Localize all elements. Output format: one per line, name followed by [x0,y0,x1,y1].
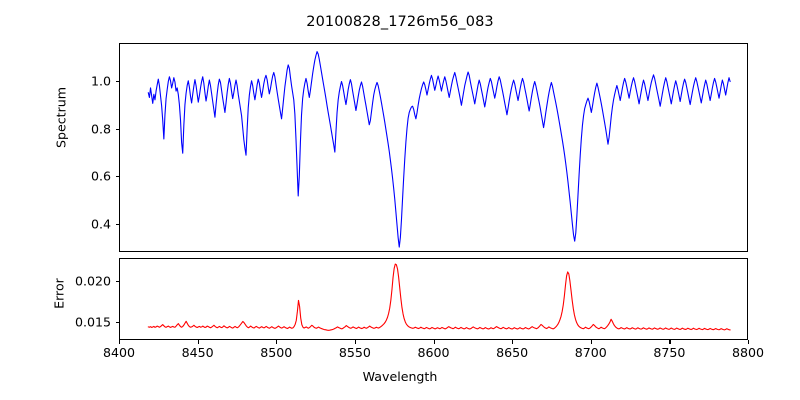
spectrum-ytick-label: 1.0 [90,73,111,89]
error-axis-label: Error [51,278,67,309]
spectrum-panel [119,43,748,252]
spectrum-ytick-mark [115,81,119,83]
x-tick-label: 8650 [496,345,529,360]
error-panel [119,258,748,340]
spectrum-ytick-mark [115,223,119,225]
x-tick-mark [512,340,514,344]
x-tick-mark [276,340,278,344]
x-tick-label: 8800 [731,345,765,360]
x-tick-label: 8550 [338,345,371,360]
x-tick-label: 8700 [574,345,607,360]
x-tick-label: 8400 [102,345,136,360]
error-ytick-label: 0.015 [74,314,111,330]
x-tick-label: 8600 [417,345,450,360]
x-tick-mark [354,340,357,344]
error-ytick-label: 0.020 [74,273,111,289]
spectrum-ytick-mark [115,128,119,130]
spectrum-ytick-mark [115,176,119,178]
x-tick-mark [433,340,435,344]
x-axis-label: Wavelength [362,369,438,384]
error-ytick-mark [115,280,119,283]
x-tick-mark [119,340,121,344]
x-tick-label: 8500 [260,345,293,360]
x-tick-label: 8450 [181,345,214,360]
error-plot-area [147,263,731,331]
spectrum-line [147,51,731,248]
error-ytick-mark [115,321,119,324]
spectrum-ytick-label: 0.4 [90,216,111,231]
x-tick-mark [669,340,671,344]
x-tick-mark [590,340,592,344]
error-line [147,263,731,331]
x-tick-label: 8750 [653,345,686,360]
x-tick-mark [197,340,199,344]
spectrum-axis-label: Spectrum [53,86,69,149]
spectrum-ytick-label: 0.8 [90,121,111,136]
figure-title: 20100828_1726m56_083 [306,14,494,30]
spectrum-plot-area [147,51,731,248]
spectrum-ytick-label: 0.6 [90,168,111,184]
x-tick-mark [748,340,750,344]
